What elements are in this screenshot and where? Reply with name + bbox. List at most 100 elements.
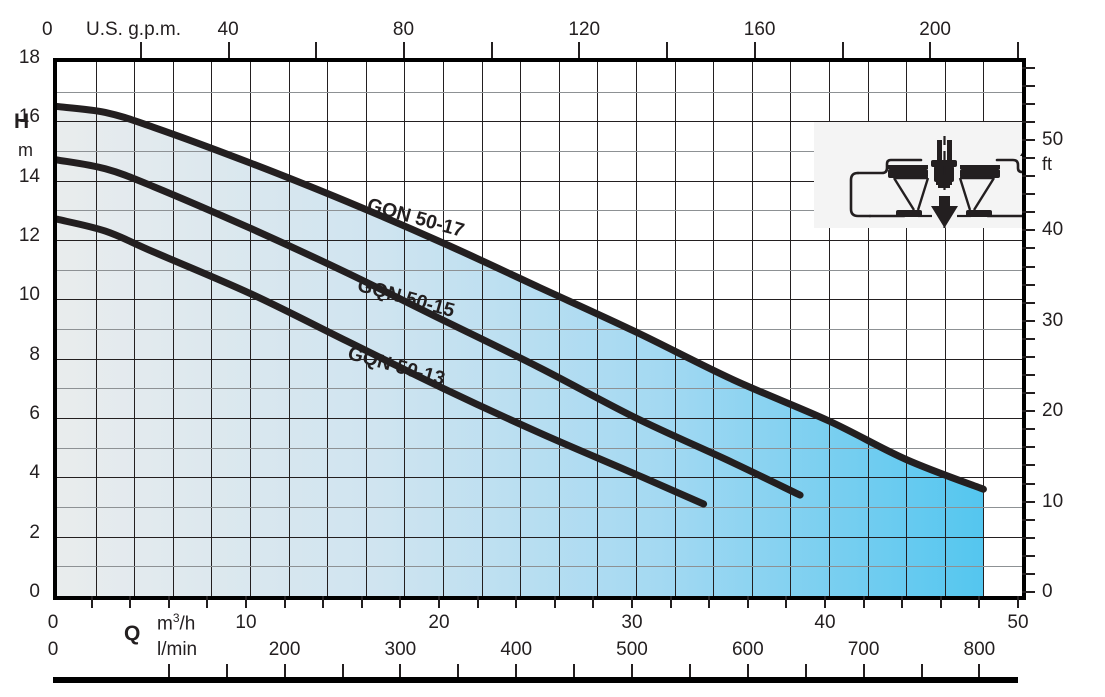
axis-tick-top — [929, 42, 932, 58]
pump-cross-section-diagram — [814, 122, 1022, 228]
axis-tick-right — [1022, 482, 1035, 485]
axis-tick-lmin — [341, 664, 344, 677]
axis-tick-right — [1022, 464, 1035, 467]
grid-line-horizontal-minor — [57, 507, 1022, 508]
curve-gqn-50-15 — [57, 156, 804, 499]
axis-tick-bottom — [129, 596, 132, 608]
axis-tick-bottom — [322, 596, 325, 608]
axis-tick-label-gpm: 0 — [42, 19, 53, 40]
axis-tick-label-ft: 30 — [1042, 309, 1064, 331]
axis-tick-right — [1022, 337, 1035, 340]
axis-tick-label-h-m: 10 — [18, 284, 40, 306]
grid-line-horizontal-major — [57, 240, 1022, 241]
axis-tick-label-h-m: 2 — [29, 521, 40, 543]
axis-tick-label-lmin: 200 — [268, 639, 301, 660]
axis-tick-lmin — [399, 664, 402, 677]
axis-tick-top — [841, 42, 844, 58]
axis-tick-top — [578, 42, 581, 58]
axis-tick-right — [1022, 247, 1035, 250]
curve-label-gqn-50-13: GQN 50-13 — [345, 342, 447, 390]
axis-tick-lmin — [225, 664, 228, 677]
axis-tick-label-h-m: 6 — [29, 403, 40, 424]
axis-tick-label-lmin: 0 — [47, 639, 59, 660]
axis-tick-right — [1022, 410, 1035, 413]
grid-line-horizontal-major — [57, 477, 1022, 479]
axis-tick-lmin — [515, 664, 518, 677]
axis-tick-bottom — [862, 596, 865, 608]
axis-tick-label-h-m: 18 — [18, 47, 40, 68]
grid-line-horizontal-minor — [57, 447, 1022, 449]
axis-tick-label-h-m: 14 — [18, 165, 40, 187]
axis-tick-bottom — [746, 596, 749, 608]
axis-tick-right — [1022, 536, 1035, 539]
axis-tick-bottom — [708, 596, 711, 608]
grid-line-horizontal-minor — [57, 388, 1022, 390]
axis-tick-lmin — [804, 664, 807, 677]
axis-unit-label-m3h: m3/h — [157, 612, 195, 633]
axis-tick-label-ft: 50 — [1042, 128, 1064, 150]
axis-tick-label-q-m3h: 30 — [621, 612, 643, 633]
grid-line-horizontal-major — [57, 358, 1022, 360]
axis-tick-bottom — [901, 596, 904, 608]
axis-tick-bottom — [438, 596, 440, 608]
axis-tick-bottom — [1017, 596, 1019, 608]
curve-gqn-50-17 — [57, 103, 987, 493]
axis-tick-label-lmin: 300 — [384, 639, 417, 660]
unit-per-hour: /h — [179, 613, 196, 635]
axis-unit-label-lmin: l/min — [157, 639, 198, 660]
axis-tick-right — [1022, 102, 1035, 105]
axis-tick-right — [1022, 229, 1035, 232]
axis-unit-label-ft: ft — [1042, 154, 1053, 175]
grid-line-horizontal-major — [57, 418, 1022, 419]
axis-tick-right — [1022, 428, 1035, 431]
axis-tick-top — [227, 42, 230, 58]
axis-tick-bottom — [167, 596, 170, 608]
lmin-ruler-bar — [53, 677, 1018, 683]
axis-tick-label-lmin: 700 — [847, 639, 880, 660]
axis-tick-label-lmin: 500 — [616, 639, 648, 660]
axis-tick-label-h-m: 0 — [29, 581, 40, 602]
axis-tick-right — [1022, 591, 1035, 593]
axis-tick-label-gpm: 160 — [743, 19, 776, 40]
axis-tick-lmin — [573, 664, 576, 677]
axis-tick-top — [753, 42, 756, 58]
axis-tick-label-ft: 0 — [1042, 581, 1053, 602]
axis-tick-right — [1022, 66, 1035, 69]
axis-tick-label-h-m: 8 — [29, 343, 40, 365]
axis-tick-label-gpm: 80 — [392, 19, 415, 40]
axis-tick-label-q-m3h: 50 — [1007, 612, 1029, 633]
axis-tick-label-h-m: 16 — [18, 106, 40, 128]
axis-tick-label-lmin: 800 — [963, 639, 996, 660]
axis-tick-right — [1022, 84, 1035, 87]
axis-tick-right — [1022, 572, 1035, 575]
axis-tick-bottom — [553, 596, 556, 608]
axis-tick-bottom — [90, 596, 93, 608]
axis-tick-lmin — [167, 664, 170, 677]
axis-tick-lmin — [631, 664, 633, 677]
axis-tick-bottom — [631, 596, 633, 608]
grid-line-horizontal-minor — [57, 269, 1022, 271]
grid-line-horizontal-minor — [57, 210, 1022, 212]
axis-tick-label-lmin: 600 — [731, 639, 764, 660]
axis-tick-lmin — [746, 664, 749, 677]
axis-tick-bottom — [978, 596, 981, 608]
axis-tick-label-q-m3h: 20 — [428, 612, 450, 633]
axis-tick-bottom — [515, 596, 518, 608]
axis-tick-right — [1022, 319, 1035, 322]
axis-tick-bottom — [206, 596, 209, 608]
axis-tick-bottom — [785, 596, 788, 608]
axis-tick-right — [1022, 392, 1035, 395]
axis-tick-right — [1022, 175, 1035, 178]
axis-tick-bottom — [360, 596, 363, 608]
axis-tick-label-h-m: 12 — [18, 225, 40, 246]
curve-gqn-50-13 — [57, 215, 708, 508]
axis-tick-label-lmin: 400 — [500, 639, 533, 660]
axis-tick-bottom — [399, 596, 402, 608]
axis-tick-right — [1022, 301, 1035, 304]
grid-line-horizontal-major — [57, 180, 1022, 182]
axis-name-q: Q — [124, 622, 141, 645]
axis-tick-label-gpm: 40 — [217, 19, 239, 40]
grid-line-horizontal-major — [57, 299, 1022, 301]
axis-unit-label-m: m — [18, 139, 33, 160]
